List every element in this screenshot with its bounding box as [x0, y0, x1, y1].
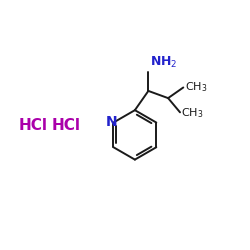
Text: NH$_2$: NH$_2$ [150, 55, 177, 70]
Text: HCl: HCl [19, 118, 48, 132]
Text: CH$_3$: CH$_3$ [184, 80, 207, 94]
Text: HCl: HCl [51, 118, 80, 132]
Text: CH$_3$: CH$_3$ [181, 107, 204, 120]
Text: N: N [106, 115, 117, 129]
